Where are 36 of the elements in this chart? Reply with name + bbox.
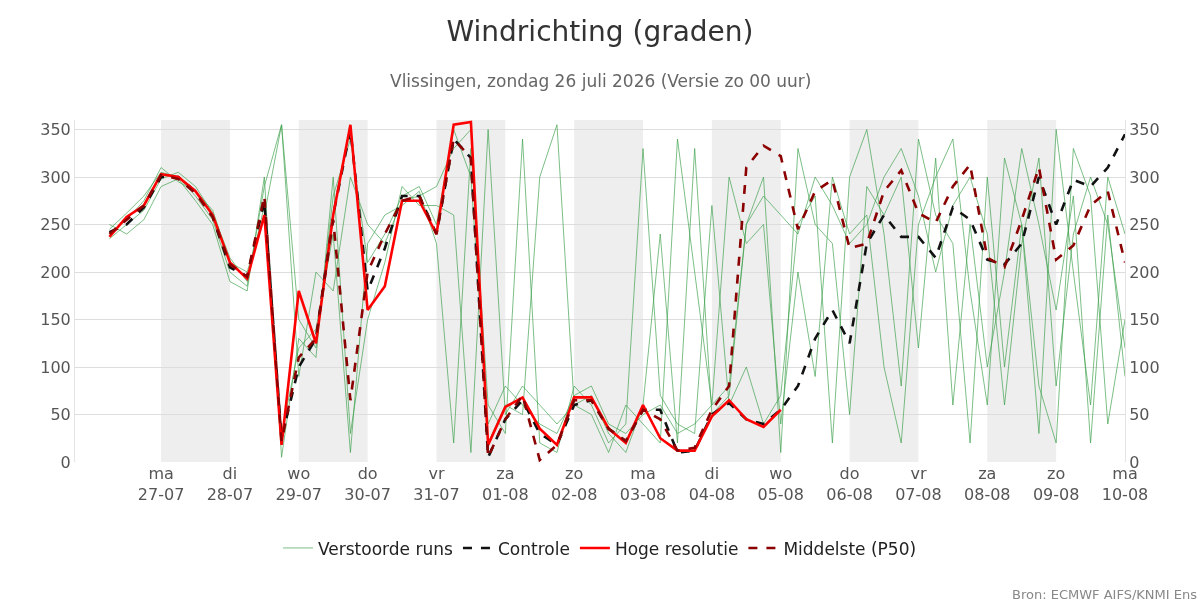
- chart-subtitle: Vlissingen, zondag 26 juli 2026 (Versie zo 00 uur): [390, 71, 812, 91]
- x-tick-label: vr 07-08: [895, 464, 942, 504]
- x-tick-label: zo 09-08: [1032, 464, 1080, 504]
- x-tick-label: ma 03-08: [619, 464, 667, 504]
- y-tick-label: 50: [50, 405, 71, 425]
- x-tick-label: do 30-07: [344, 464, 391, 504]
- x-tick-label: za 01-08: [482, 464, 529, 504]
- y2-tick-label: 150: [1129, 310, 1160, 330]
- y-tick-label: 200: [40, 262, 71, 282]
- y2-tick-label: 200: [1129, 262, 1160, 282]
- legend-label: Middelste (P50): [783, 538, 917, 559]
- x-tick-label: wo 29-07: [275, 464, 323, 504]
- y2-tick-label: 250: [1129, 215, 1160, 235]
- x-tick-label: di 28-07: [206, 464, 254, 504]
- y-tick-label: 100: [40, 357, 71, 377]
- x-tick-label: vr 31-07: [413, 464, 460, 504]
- x-tick-label: zo 02-08: [550, 464, 598, 504]
- text: Bron: ECMWF AIFS/KNMI Ens: [1012, 587, 1198, 600]
- y2-tick-label: 350: [1129, 120, 1160, 140]
- y-tick-label: 150: [40, 310, 71, 330]
- chart-title: Windrichting (graden): [446, 14, 754, 48]
- x-tick-label: za 08-08: [964, 464, 1011, 504]
- y2-tick-label: 300: [1129, 167, 1160, 187]
- x-tick-label: ma 27-07: [137, 464, 185, 504]
- y-tick-label: 350: [40, 120, 71, 140]
- x-tick-label: do 06-08: [826, 464, 873, 504]
- legend-label: Hoge resolutie: [614, 538, 739, 559]
- y-tick-label: 250: [40, 215, 71, 235]
- x-tick-label: di 04-08: [688, 464, 736, 504]
- x-tick-label: wo 05-08: [757, 464, 804, 504]
- y-tick-label: 300: [40, 167, 71, 187]
- y-tick-label: 0: [60, 452, 71, 472]
- y2-tick-label: 100: [1129, 357, 1160, 377]
- legend-label: Verstoorde runs: [318, 538, 453, 559]
- y2-tick-label: 50: [1129, 405, 1150, 425]
- legend-label: Controle: [497, 538, 570, 559]
